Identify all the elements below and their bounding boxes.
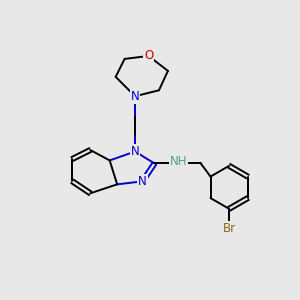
Text: NH: NH [169, 155, 187, 168]
Text: N: N [138, 175, 147, 188]
Text: N: N [131, 90, 140, 103]
Text: O: O [144, 50, 153, 62]
Text: Br: Br [223, 222, 236, 235]
Text: N: N [131, 145, 140, 158]
